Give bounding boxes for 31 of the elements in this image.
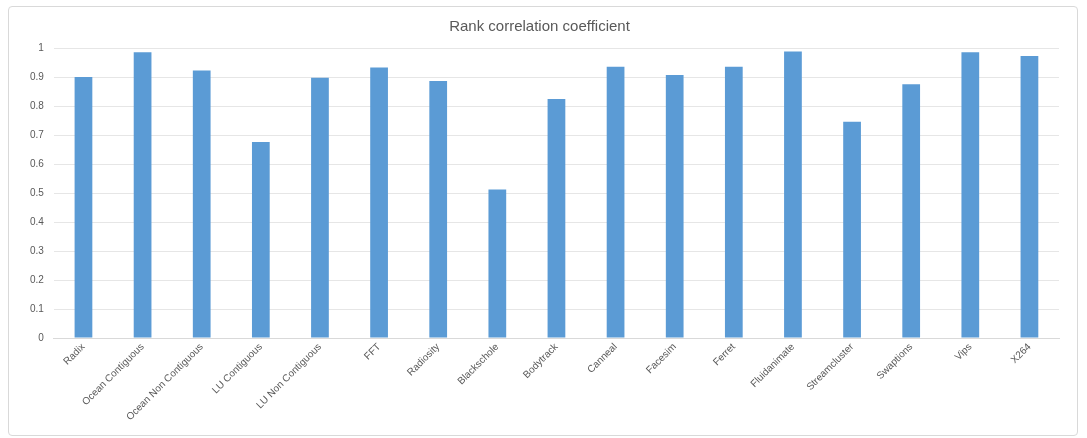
y-tick-label: 0.1 — [30, 302, 45, 314]
x-tick-label: Vips — [952, 340, 974, 363]
bar — [133, 52, 152, 338]
y-tick-label: 0.3 — [30, 244, 45, 256]
y-tick-label: 0.7 — [30, 128, 45, 140]
bar — [192, 70, 211, 338]
bar — [251, 141, 270, 338]
bar — [665, 74, 684, 338]
y-tick-label: 0 — [38, 331, 45, 343]
bar — [902, 84, 921, 338]
y-tick-label: 1 — [38, 41, 45, 53]
y-tick-label: 0.9 — [30, 70, 45, 82]
bar — [724, 66, 743, 338]
bar — [488, 189, 507, 338]
bar — [311, 77, 329, 338]
bar — [843, 121, 861, 338]
bar — [429, 81, 448, 338]
y-tick-label: 0.4 — [30, 215, 45, 227]
y-tick-label: 0.6 — [30, 157, 45, 169]
chart-title: Rank correlation coefficient — [449, 17, 631, 35]
bar — [961, 52, 980, 338]
bar — [547, 99, 566, 338]
bar — [370, 67, 388, 338]
bar — [606, 66, 625, 338]
y-tick-label: 0.5 — [30, 186, 45, 198]
y-tick-label: 0.8 — [30, 99, 45, 111]
x-tick-label: FFT — [361, 340, 383, 362]
bar — [74, 77, 93, 338]
bar — [784, 51, 802, 338]
bar — [1020, 56, 1039, 338]
y-tick-label: 0.2 — [30, 273, 45, 285]
